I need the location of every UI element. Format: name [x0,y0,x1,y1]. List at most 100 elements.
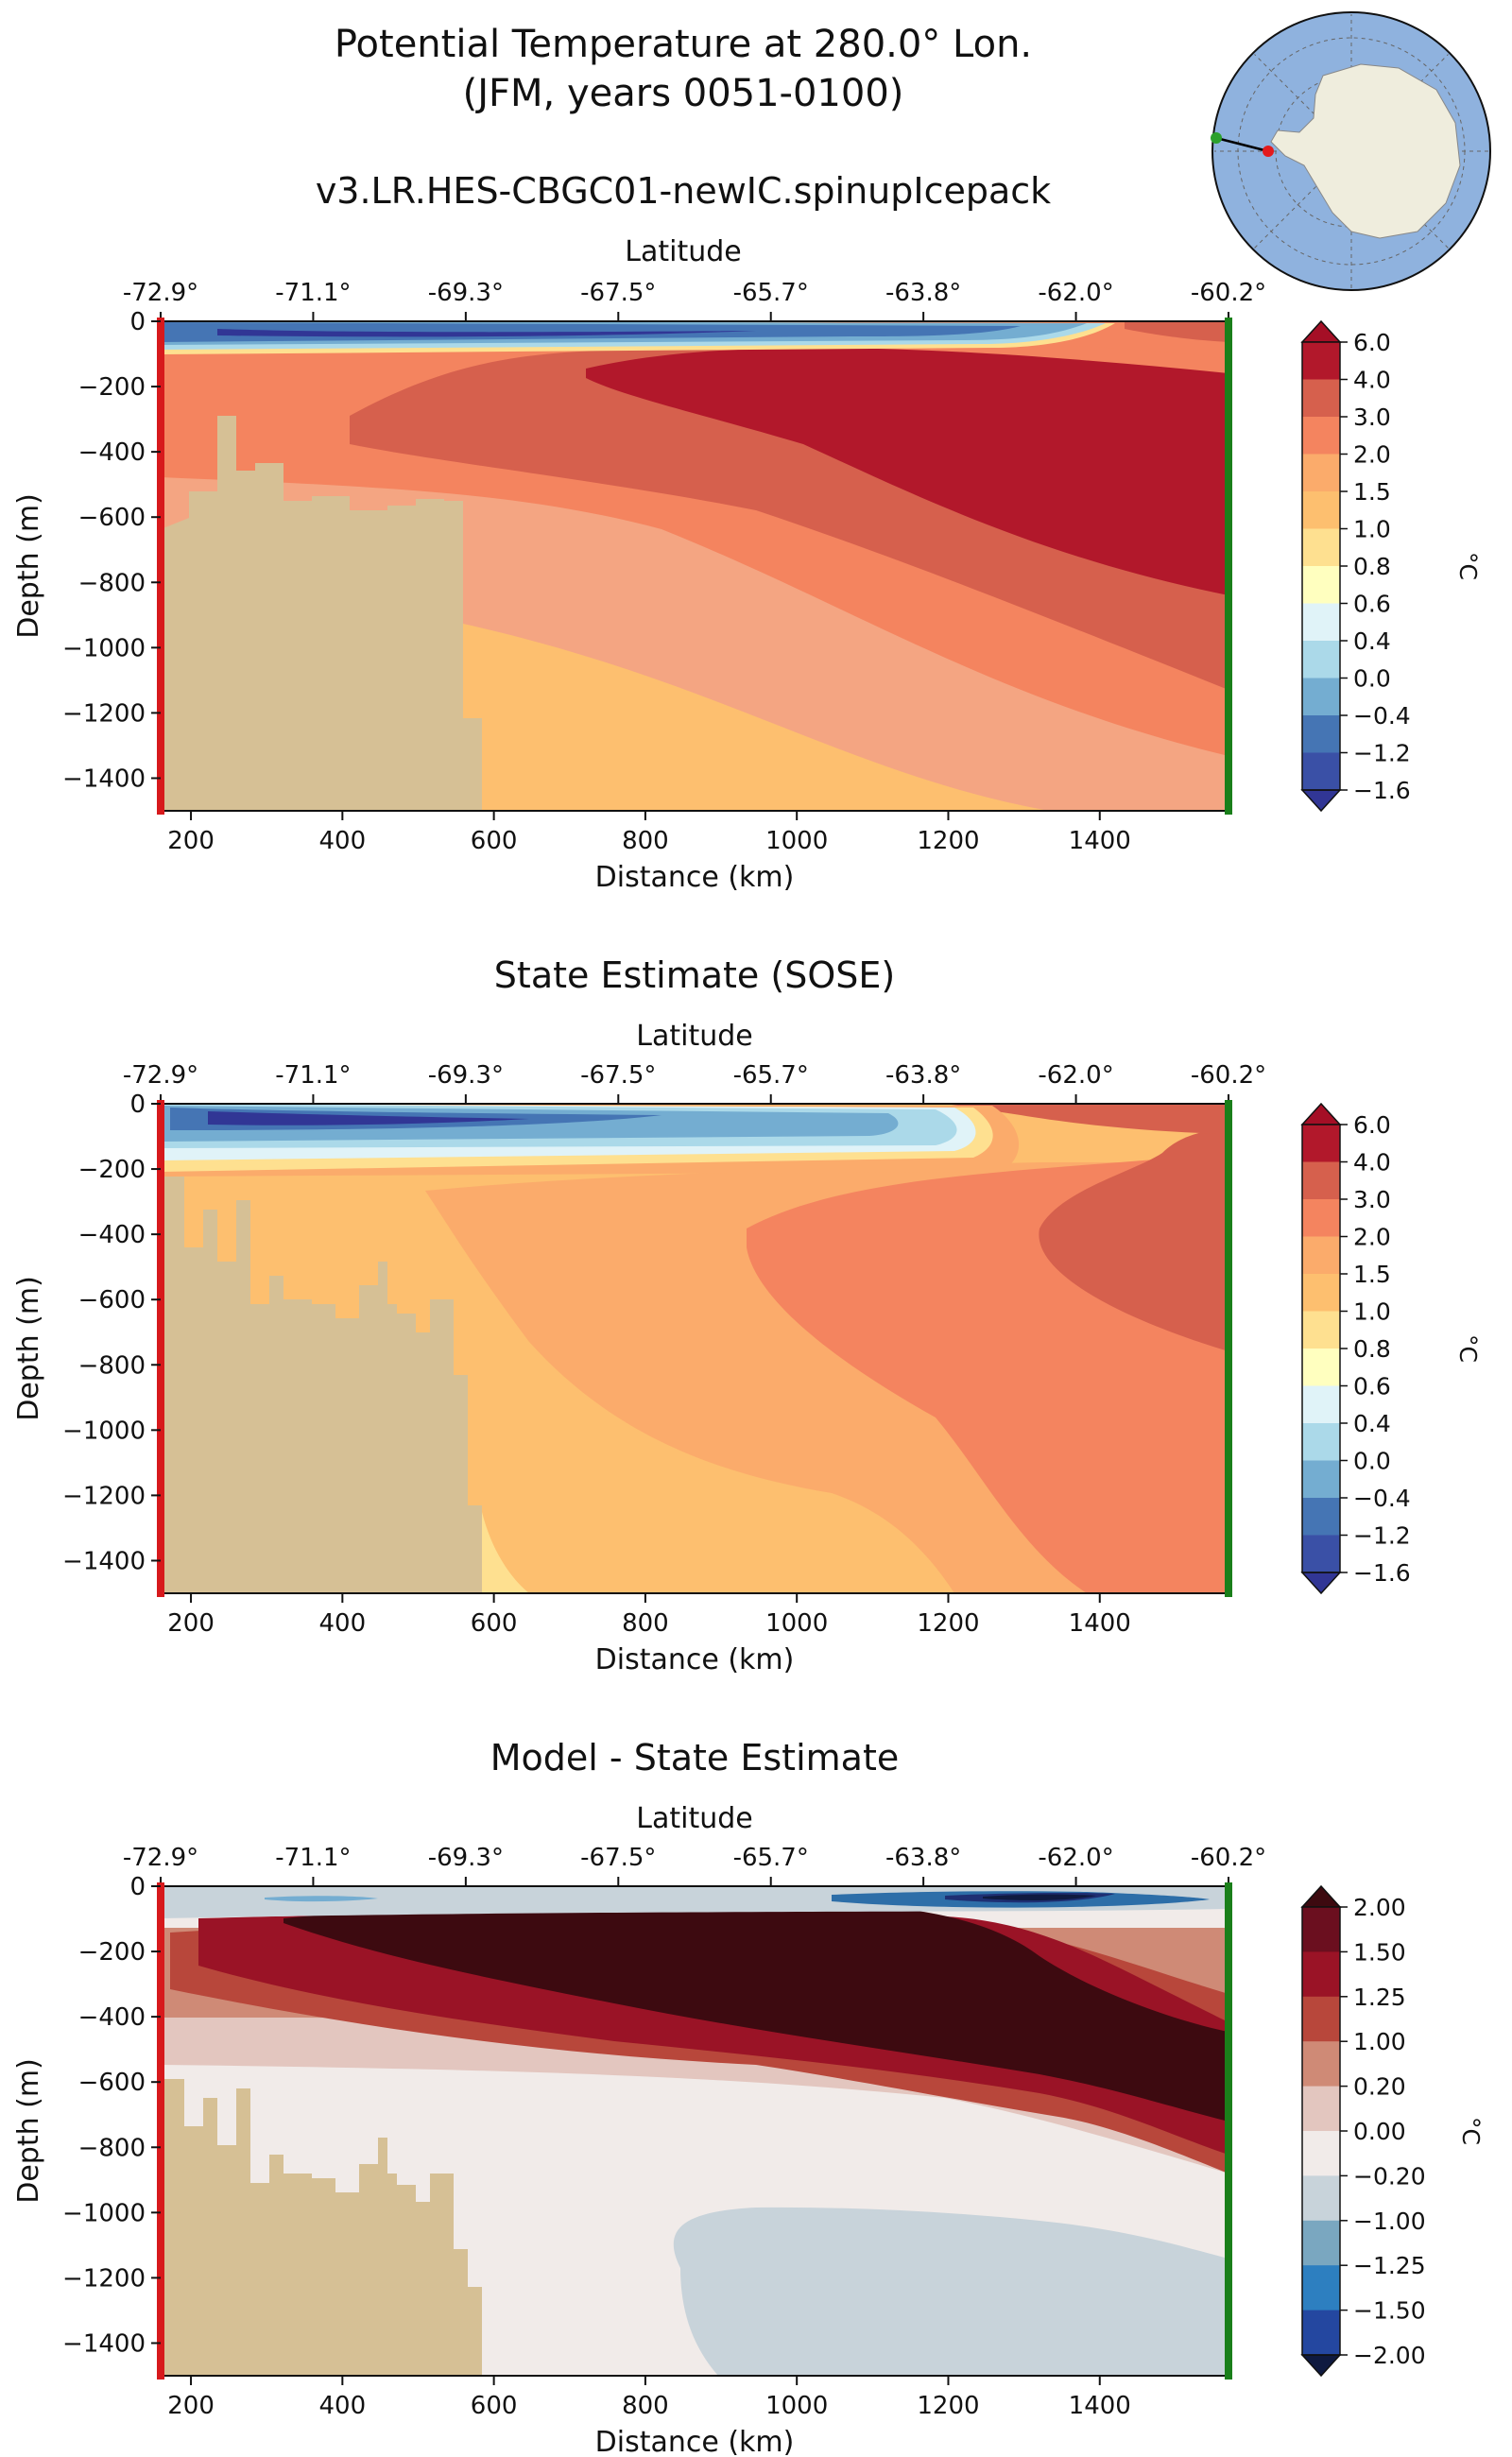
colorbar-tick-label: 4.0 [1353,367,1391,394]
y-tick-label: 0 [129,1091,146,1119]
colorbar-tick-label: 2.00 [1353,1894,1406,1921]
colorbar-tick-label: −0.20 [1353,2162,1426,2190]
x-tick-label: 600 [471,1609,518,1638]
latitude-tick-label: -62.0° [1038,1061,1113,1090]
panel-difference: Model - State Estimate Latitude -72.9° -7… [12,1737,1485,2457]
colorbar-band [1302,2220,1340,2266]
colorbar-tick-label: −1.2 [1353,740,1411,767]
colorbar-tick-label: 2.0 [1353,441,1391,469]
latitude-tick-label: -65.7° [733,1844,809,1872]
x-tick-label: 1000 [765,2392,828,2420]
latitude-tick-label: -67.5° [580,279,656,307]
latitude-tick-label: -65.7° [733,279,809,307]
y-tick-label: −600 [78,504,146,532]
latitude-tick-label: -60.2° [1191,279,1266,307]
colorbar-tick-label: 1.25 [1353,1984,1406,2011]
latitude-tick-label: -72.9° [123,1844,198,1872]
latitude-tick-label: -67.5° [580,1844,656,1872]
colorbar-tick-label: −1.6 [1353,1559,1411,1587]
figure-title-line1: Potential Temperature at 280.0° Lon. [335,23,1032,66]
latitude-tick-label: -60.2° [1191,1061,1266,1090]
colorbar-band [1302,1274,1340,1312]
colorbar-tick-label: 6.0 [1353,329,1391,356]
colorbar-tick-label: 0.8 [1353,553,1391,580]
x-tick-label: 200 [167,827,215,855]
colorbar-tick-label: −1.25 [1353,2252,1426,2279]
latitude-ticks: -72.9° -71.1° -69.3° -67.5° -65.7° -63.8° -62.… [123,1061,1266,1104]
colorbar-tick-label: 1.0 [1353,1298,1391,1326]
start-marker-line [157,318,164,815]
y-tick-label: −1200 [62,1482,146,1510]
colorbar-extend-min [1300,789,1342,813]
colorbar-band [1302,1385,1340,1424]
y-axis: 0 −200 −400 −600 −800 −1000 −1200 −1400 [62,308,161,793]
panel-sose-top-xlabel: Latitude [636,1020,752,1053]
colorbar-band [1302,1125,1340,1162]
x-tick-label: 400 [319,827,367,855]
colorbar-band [1302,2175,1340,2222]
colorbar-unit: °C [1457,2117,1485,2145]
y-tick-label: −1000 [62,634,146,662]
contour-field [161,1104,1228,1593]
y-tick-label: −1000 [62,1417,146,1445]
colorbar-tick-label: −0.4 [1353,702,1411,730]
colorbar-tick-label: 2.0 [1353,1224,1391,1251]
colorbar: 2.00 1.50 1.25 1.00 0.20 0.00 −0.20 −1.00 −1.25 −… [1300,1884,1426,2378]
y-tick-label: −1000 [62,2199,146,2227]
colorbar-unit: °C [1454,552,1482,580]
y-tick-label: 0 [129,308,146,336]
y-tick-label: 0 [129,1873,146,1901]
y-tick-label: −400 [78,1221,146,1249]
colorbar-band [1302,2131,1340,2176]
latitude-tick-label: -67.5° [580,1061,656,1090]
contour-field [161,321,1228,811]
x-tick-label: 1000 [765,827,828,855]
y-tick-label: −800 [78,2134,146,2162]
colorbar-band [1302,454,1340,492]
colorbar-band [1302,528,1340,567]
colorbar-band [1302,1907,1340,1952]
colorbar-band [1302,2086,1340,2132]
colorbar-band [1302,417,1340,455]
colorbar-extend-max [1300,1102,1342,1125]
y-axis: 0 −200 −400 −600 −800 −1000 −1200 −1400 [62,1873,161,2358]
colorbar-tick-label: 0.6 [1353,1373,1391,1400]
end-marker-line [1225,318,1232,815]
colorbar-extend-max [1300,1884,1342,1908]
latitude-tick-label: -69.3° [428,1844,504,1872]
x-tick-label: 400 [319,2392,367,2420]
colorbar-band [1302,491,1340,529]
colorbar-tick-label: 3.0 [1353,404,1391,431]
panel-sose-title: State Estimate (SOSE) [494,954,895,996]
latitude-tick-label: -72.9° [123,1061,198,1090]
colorbar-tick-label: −1.2 [1353,1522,1411,1550]
x-tick-label: 1000 [765,1609,828,1638]
colorbar-tick-label: −2.00 [1353,2342,1426,2369]
end-marker-line [1225,1882,1232,2380]
panel-sose-ylabel: Depth (m) [12,1276,45,1421]
panel-model: v3.LR.HES-CBGC01-newIC.spinupIcepack Lat… [12,170,1482,894]
latitude-tick-label: -62.0° [1038,1844,1113,1872]
latitude-tick-label: -71.1° [275,1844,351,1872]
y-tick-label: −1400 [62,765,146,793]
colorbar-band [1302,641,1340,679]
y-tick-label: −200 [78,1938,146,1967]
latitude-tick-label: -63.8° [885,279,961,307]
colorbar-band [1302,1423,1340,1461]
antarctica-map-icon [1211,11,1491,291]
latitude-tick-label: -69.3° [428,1061,504,1090]
colorbar-tick-label: 0.0 [1353,1448,1391,1475]
y-tick-label: −600 [78,1286,146,1314]
x-tick-label: 1400 [1069,827,1131,855]
colorbar-band [1302,566,1340,604]
y-tick-label: −800 [78,1351,146,1380]
colorbar-tick-label: −1.6 [1353,777,1411,804]
colorbar-tick-label: 4.0 [1353,1149,1391,1177]
colorbar-band [1302,715,1340,753]
colorbar-band [1302,379,1340,418]
y-axis: 0 −200 −400 −600 −800 −1000 −1200 −1400 [62,1091,161,1575]
end-marker-line [1225,1100,1232,1597]
latitude-tick-label: -71.1° [275,279,351,307]
latitude-ticks: -72.9° -71.1° -69.3° -67.5° -65.7° -63.8° -62.… [123,279,1266,321]
